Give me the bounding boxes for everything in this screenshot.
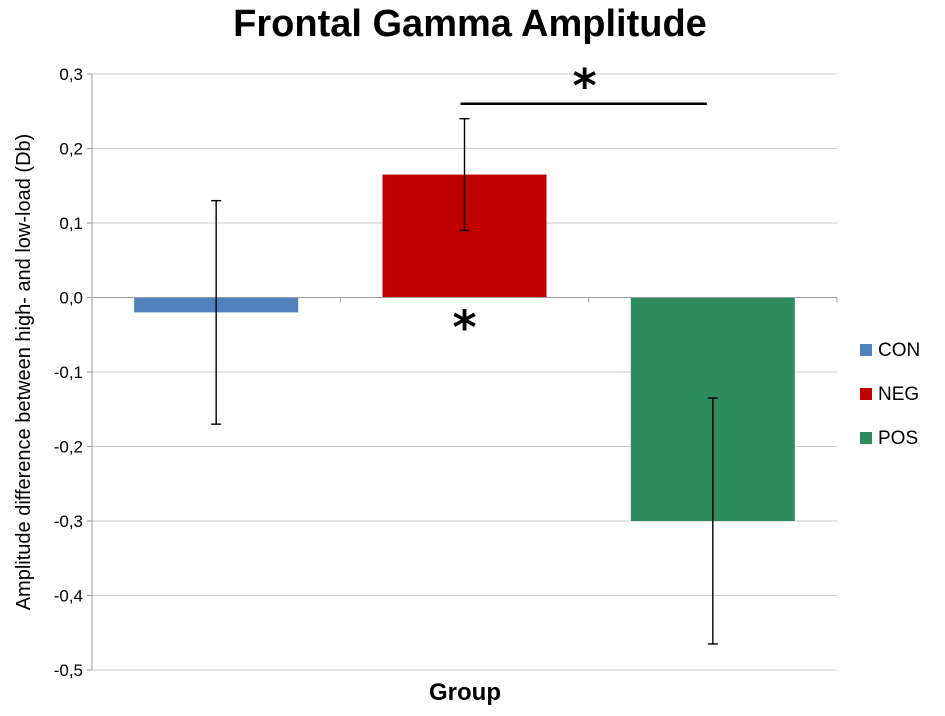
x-axis-label: Group: [429, 679, 501, 706]
legend-label-pos: POS: [878, 428, 918, 449]
legend-swatch-pos: [860, 432, 872, 444]
y-tick-label: 0,0: [59, 289, 83, 308]
annotations: **: [452, 59, 707, 355]
y-tick-label: 0,3: [59, 65, 83, 84]
legend-label-con: CON: [878, 340, 920, 361]
y-tick-label: -0,3: [54, 512, 83, 531]
y-tick-label: -0,5: [54, 661, 83, 680]
y-tick-label: -0,1: [54, 363, 83, 382]
y-tick-label: -0,4: [54, 587, 83, 606]
y-axis-label: Amplitude difference between high- and l…: [13, 134, 35, 611]
y-tick-label: 0,2: [59, 140, 83, 159]
legend-label-neg: NEG: [878, 384, 919, 405]
significance-star: *: [452, 301, 476, 355]
error-bars: [211, 117, 718, 645]
chart-title: Frontal Gamma Amplitude: [233, 3, 707, 45]
y-tick-label: 0,1: [59, 214, 83, 233]
y-tick-label: -0,2: [54, 438, 83, 457]
legend-swatch-con: [860, 344, 872, 356]
legend: CON NEG POS: [860, 340, 920, 449]
legend-swatch-neg: [860, 388, 872, 400]
significance-star: *: [573, 59, 597, 113]
